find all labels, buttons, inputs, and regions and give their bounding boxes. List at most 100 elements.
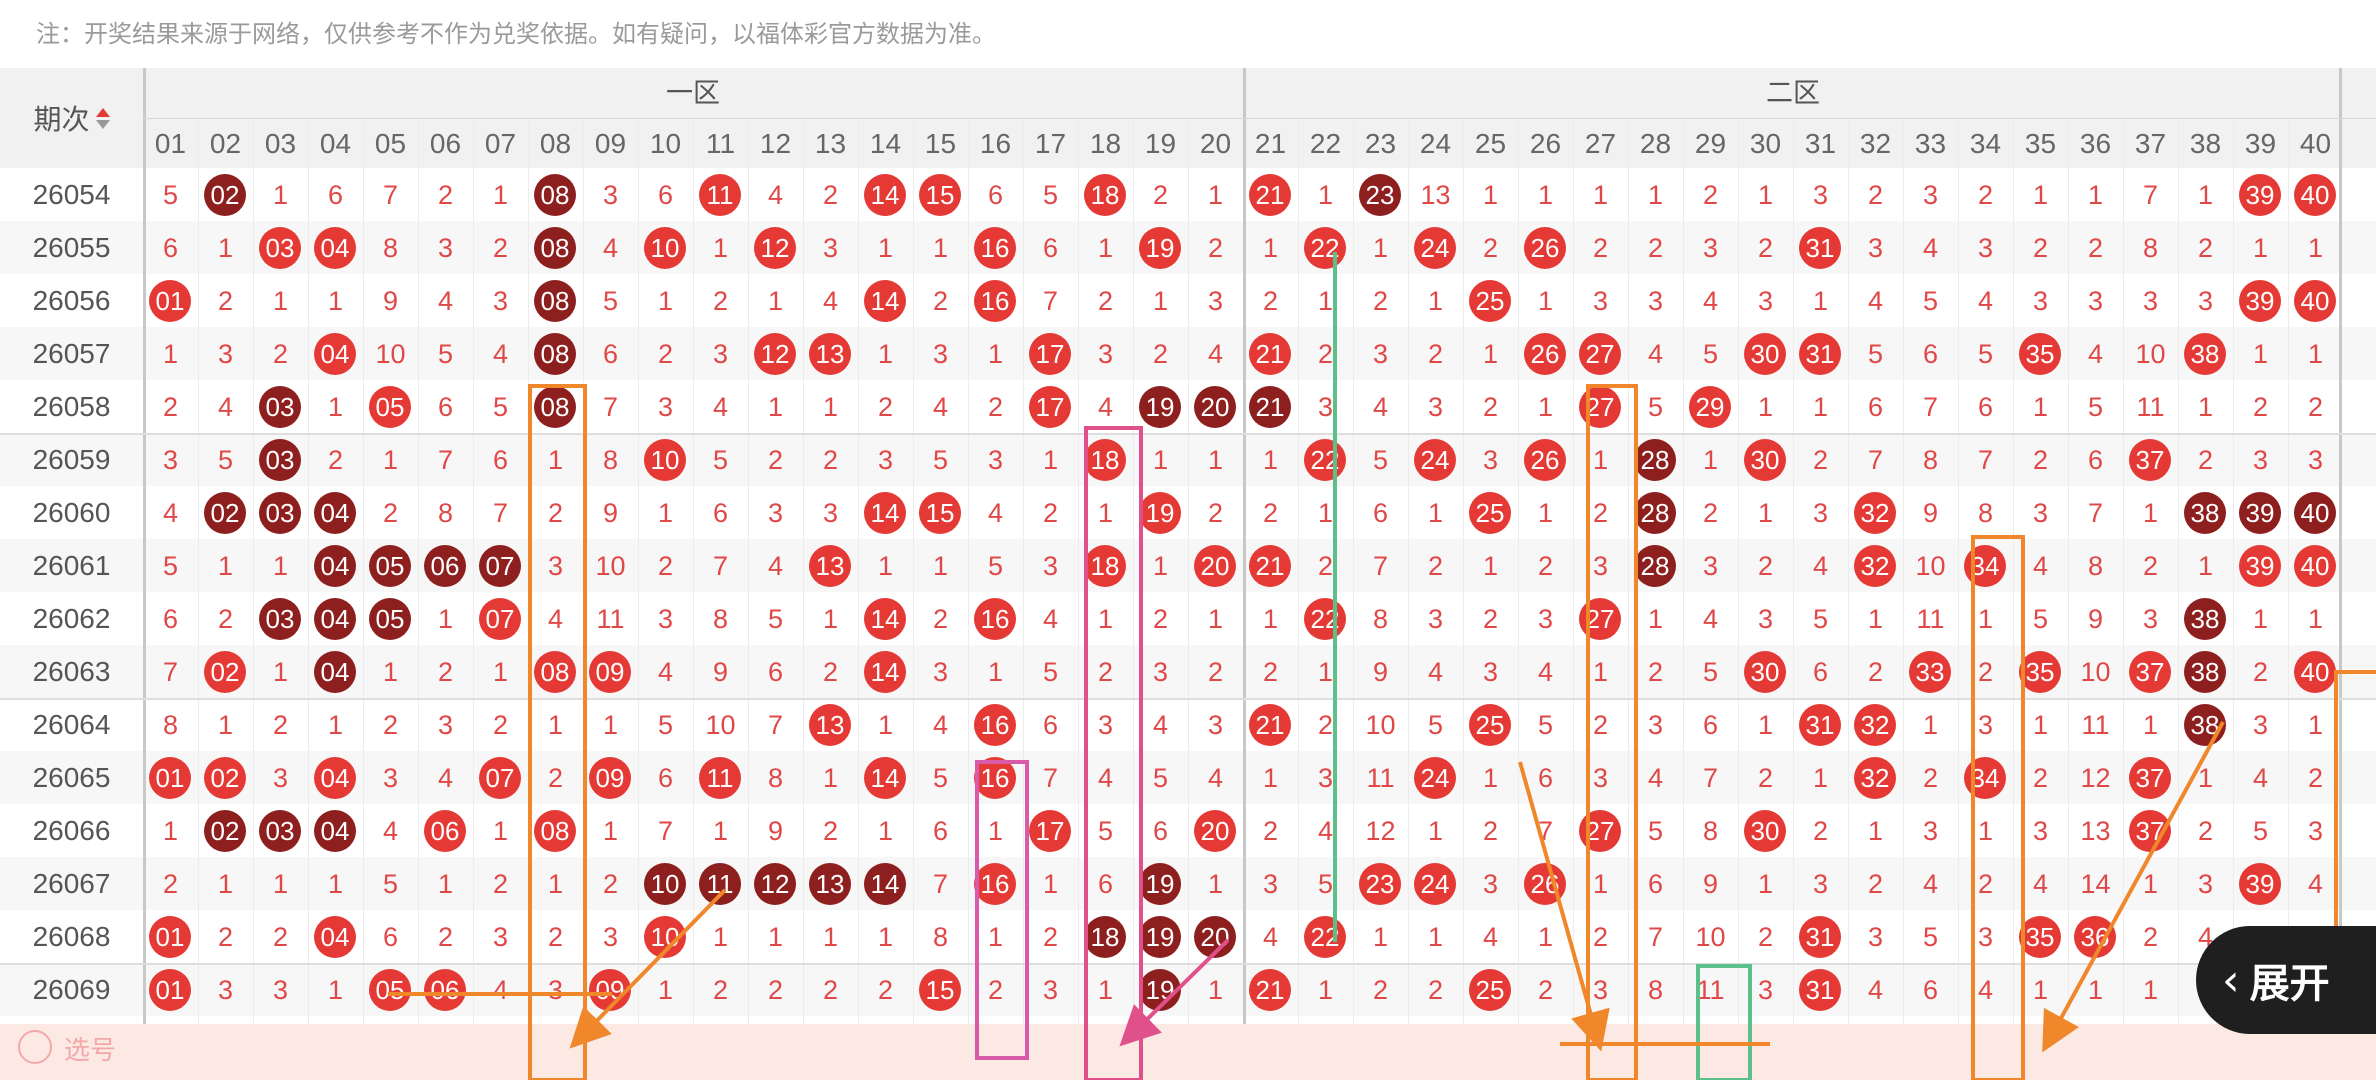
miss-count: 1 — [2197, 763, 2214, 793]
hit-ball: 05 — [369, 969, 411, 1011]
pick-radio-icon[interactable] — [18, 1030, 52, 1064]
miss-count: 1 — [2307, 233, 2324, 263]
miss-count: 2 — [657, 339, 674, 369]
miss-count: 5 — [1042, 657, 1059, 687]
miss-count: 3 — [1592, 551, 1609, 581]
miss-count: 2 — [1097, 657, 1114, 687]
miss-count: 2 — [1317, 710, 1334, 740]
miss-count: 1 — [1207, 604, 1224, 634]
hit-ball: 15 — [919, 969, 961, 1011]
miss-count: 3 — [382, 763, 399, 793]
miss-count: 6 — [382, 922, 399, 952]
miss-count: 1 — [2252, 339, 2269, 369]
miss-count: 3 — [1702, 233, 1719, 263]
miss-count: 5 — [1097, 816, 1114, 846]
miss-count: 2 — [1647, 233, 1664, 263]
miss-count: 4 — [657, 657, 674, 687]
miss-count: 2 — [272, 710, 289, 740]
miss-count: 2 — [712, 975, 729, 1005]
column-header: 20 — [1199, 128, 1232, 159]
miss-count: 2 — [2032, 445, 2049, 475]
hit-ball: 39 — [2239, 492, 2281, 534]
miss-count: 1 — [1427, 816, 1444, 846]
hit-ball: 01 — [149, 757, 191, 799]
miss-count: 1 — [1152, 445, 1169, 475]
miss-count: 2 — [1812, 816, 1829, 846]
column-header: 32 — [1859, 128, 1892, 159]
miss-count: 3 — [2197, 869, 2214, 899]
column-header: 18 — [1089, 128, 1122, 159]
hit-ball: 35 — [2019, 651, 2061, 693]
hit-ball: 18 — [1084, 916, 1126, 958]
hit-ball: 05 — [369, 598, 411, 640]
miss-count: 1 — [492, 816, 509, 846]
miss-count: 5 — [492, 392, 509, 422]
issue-number: 26065 — [32, 762, 111, 793]
miss-count: 1 — [272, 551, 289, 581]
miss-count: 3 — [1867, 233, 1884, 263]
hit-ball: 28 — [1634, 545, 1676, 587]
miss-count: 10 — [2080, 657, 2111, 687]
miss-count: 4 — [1702, 604, 1719, 634]
miss-count: 2 — [2142, 922, 2159, 952]
miss-count: 8 — [162, 710, 179, 740]
miss-count: 8 — [712, 604, 729, 634]
issue-number: 26056 — [32, 285, 111, 316]
miss-count: 2 — [1042, 922, 1059, 952]
miss-count: 3 — [1592, 763, 1609, 793]
hit-ball: 04 — [314, 333, 356, 375]
miss-count: 1 — [547, 869, 564, 899]
column-header: 09 — [594, 128, 627, 159]
miss-count: 1 — [2252, 604, 2269, 634]
miss-count: 5 — [162, 180, 179, 210]
hit-ball: 32 — [1854, 704, 1896, 746]
pick-label[interactable]: 选号 — [64, 1036, 117, 1066]
hit-ball: 38 — [2184, 651, 2226, 693]
hit-ball: 14 — [864, 280, 906, 322]
miss-count: 2 — [1757, 763, 1774, 793]
miss-count: 5 — [1042, 180, 1059, 210]
hit-ball: 26 — [1524, 439, 1566, 481]
miss-count: 1 — [1482, 763, 1499, 793]
hit-ball: 23 — [1359, 174, 1401, 216]
miss-count: 2 — [1262, 286, 1279, 316]
miss-count: 1 — [1757, 710, 1774, 740]
miss-count: 13 — [2080, 816, 2111, 846]
miss-count: 4 — [767, 551, 784, 581]
miss-count: 6 — [1702, 710, 1719, 740]
miss-count: 7 — [492, 498, 509, 528]
miss-count: 3 — [2032, 498, 2049, 528]
issue-number: 26068 — [32, 921, 111, 952]
hit-ball: 12 — [754, 333, 796, 375]
hit-ball: 09 — [589, 757, 631, 799]
miss-count: 3 — [1097, 339, 1114, 369]
column-header: 15 — [924, 128, 957, 159]
hit-ball: 18 — [1084, 174, 1126, 216]
miss-count: 1 — [1427, 922, 1444, 952]
miss-count: 1 — [987, 922, 1004, 952]
miss-count: 1 — [1592, 869, 1609, 899]
column-header: 28 — [1639, 128, 1672, 159]
column-header: 01 — [154, 128, 187, 159]
miss-count: 4 — [1372, 392, 1389, 422]
group-divider — [0, 698, 2376, 700]
miss-count: 1 — [2142, 869, 2159, 899]
hit-ball: 14 — [864, 863, 906, 905]
miss-count: 1 — [217, 869, 234, 899]
miss-count: 4 — [2252, 763, 2269, 793]
miss-count: 3 — [1647, 286, 1664, 316]
expand-button[interactable]: ‹ 展开 — [2196, 926, 2376, 1034]
miss-count: 2 — [1042, 498, 1059, 528]
column-header: 35 — [2024, 128, 2057, 159]
hit-ball: 32 — [1854, 545, 1896, 587]
issue-column-header[interactable]: 期次 — [0, 68, 143, 168]
miss-count: 2 — [657, 551, 674, 581]
miss-count: 3 — [822, 233, 839, 263]
miss-count: 1 — [877, 710, 894, 740]
column-header: 38 — [2189, 128, 2222, 159]
miss-count: 2 — [767, 445, 784, 475]
miss-count: 3 — [1922, 180, 1939, 210]
miss-count: 3 — [1812, 180, 1829, 210]
zone2-header: 二区 — [1766, 78, 1820, 109]
sort-icon[interactable] — [95, 107, 110, 129]
